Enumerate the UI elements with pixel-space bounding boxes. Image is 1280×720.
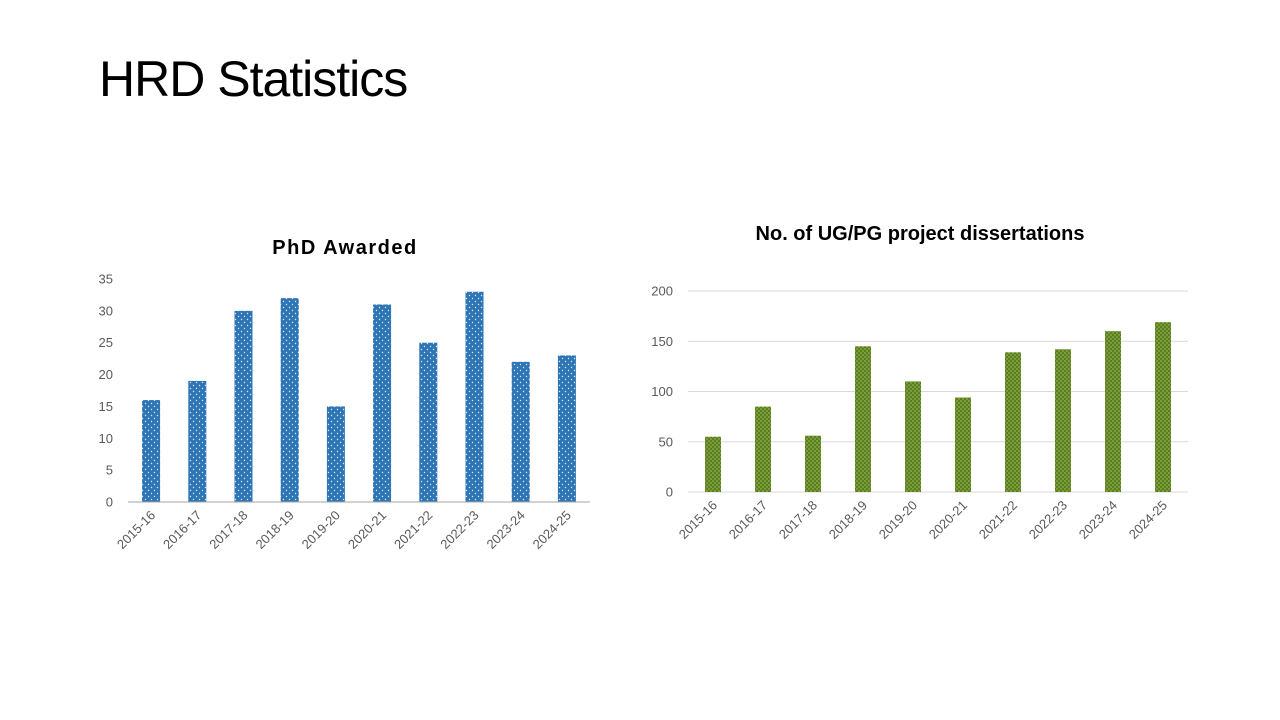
ug-pg-gridlines (688, 290, 1188, 493)
ug-pg-x-tick-label: 2022-23 (1026, 498, 1070, 542)
phd-bar (557, 355, 576, 502)
phd-bar (326, 406, 345, 502)
phd-bar (373, 304, 392, 502)
slide-title: HRD Statistics (99, 51, 408, 107)
ug-pg-y-tick-label: 50 (659, 434, 673, 449)
phd-y-tick-label: 35 (99, 272, 113, 287)
ug-pg-x-tick-label: 2016-17 (726, 498, 770, 542)
ug-pg-y-tick-label: 150 (651, 334, 673, 349)
ug-pg-y-tick-label: 0 (666, 485, 673, 500)
ug-pg-bar (805, 435, 821, 492)
ug-pg-y-tick-label: 100 (651, 384, 673, 399)
phd-chart-title: PhD Awarded (272, 237, 417, 259)
ug-pg-bar (705, 436, 721, 492)
phd-bar (511, 361, 530, 502)
phd-bars (142, 291, 576, 502)
phd-bar (188, 380, 207, 502)
ug-pg-x-tick-label: 2018-19 (826, 498, 870, 542)
ug-pg-x-tick-label: 2021-22 (976, 498, 1020, 542)
ug-pg-bar (1055, 349, 1071, 492)
ug-pg-x-tick-label: 2023-24 (1076, 498, 1120, 542)
ug-pg-x-axis: 2015-16 2016-17 2017-18 2018-19 2019-20 2020-… (676, 498, 1170, 542)
ug-pg-bar (1105, 331, 1121, 492)
phd-y-tick-label: 15 (99, 399, 113, 414)
ug-pg-bar (955, 397, 971, 492)
ug-pg-chart-title: No. of UG/PG project dissertations (756, 223, 1085, 245)
phd-y-tick-label: 0 (106, 495, 113, 510)
ug-pg-x-tick-label: 2020-21 (926, 498, 970, 542)
phd-bar (142, 400, 161, 502)
ug-pg-x-tick-label: 2024-25 (1126, 498, 1170, 542)
phd-bar (234, 310, 253, 502)
ug-pg-bar (1005, 352, 1021, 492)
ug-pg-x-tick-label: 2015-16 (676, 498, 720, 542)
phd-bar (419, 342, 438, 502)
ug-pg-bar (855, 346, 871, 492)
ug-pg-y-tick-label: 200 (651, 284, 673, 299)
phd-y-tick-label: 30 (99, 303, 113, 318)
phd-y-tick-label: 25 (99, 335, 113, 350)
ug-pg-bar (755, 406, 771, 492)
phd-y-tick-label: 5 (106, 463, 113, 478)
phd-bar (465, 291, 484, 502)
phd-y-tick-label: 10 (99, 431, 113, 446)
ug-pg-bar (1155, 322, 1171, 492)
phd-y-axis: 0 5 10 15 20 25 30 35 (99, 272, 113, 510)
ug-pg-bar (905, 381, 921, 492)
ug-pg-x-tick-label: 2017-18 (776, 498, 820, 542)
ug-pg-x-tick-label: 2019-20 (876, 498, 920, 542)
ug-pg-bars (705, 322, 1171, 492)
phd-bar (280, 298, 299, 502)
ug-pg-y-axis: 0 50 100 150 200 (651, 284, 673, 500)
phd-y-tick-label: 20 (99, 367, 113, 382)
